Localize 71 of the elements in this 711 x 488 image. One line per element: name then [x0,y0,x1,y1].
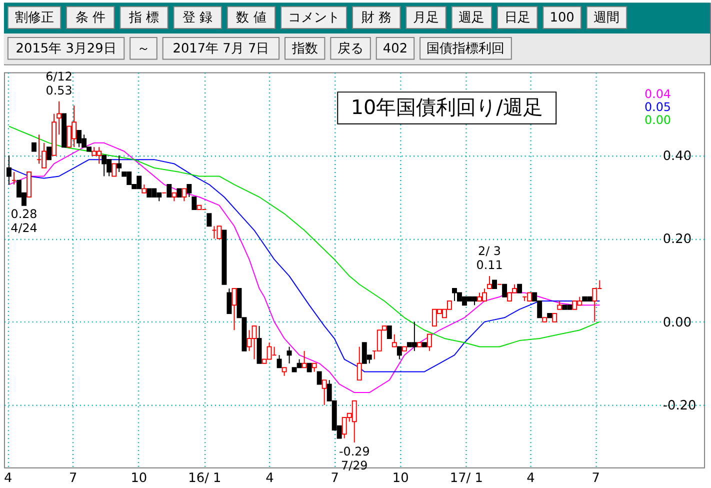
text: 財 務 [361,10,392,26]
y-tick-label: 0.00 [662,315,692,330]
x-tick-label: 10 [392,470,409,486]
x-tick-label: 7 [69,470,78,486]
x-tick-label: 17/ 1 [450,470,483,486]
candlestick [386,325,392,339]
annotation: 6/12 [46,69,72,84]
text: ～ [136,41,150,56]
candlestick [276,354,282,368]
line-series [8,126,600,348]
candlestick [186,184,192,198]
text: 100 [550,10,574,26]
text: 0.00 [644,112,671,127]
y-tick-label: 0.40 [662,148,692,164]
candlestick [502,284,508,298]
annotation: 0.11 [476,258,503,272]
candlestick [487,276,492,290]
text: 2017年 7月 7日 [172,41,270,56]
annotation: 0.53 [46,83,72,98]
text: 0.04 [644,87,671,102]
y-tick-label: 0.20 [662,232,692,248]
annotation: 2/ 3 [478,244,501,258]
x-tick-label: 7 [592,470,600,486]
candlestick [6,154,12,186]
x-tick-label: 4 [526,470,535,486]
candlestick [316,371,322,385]
candlestick [166,184,172,198]
candlestick [46,146,52,160]
candlestick [426,334,432,352]
text: 0.05 [644,100,671,114]
candlestick [206,213,212,227]
candlestick [286,346,292,364]
text: 10年国債利回り/週足 [350,96,543,119]
y-tick-label: -0.20 [662,398,696,414]
text: 割修正 [14,10,54,26]
annotation: 4/24 [10,221,38,236]
text: 条 件 [75,10,106,26]
text: 国債指標利回 [426,41,505,56]
text: 指数 [290,41,318,56]
candlestick [232,288,237,331]
candlestick [592,288,598,322]
candlestick [56,100,62,136]
annotation: 0.28 [10,207,38,222]
candlestick [302,350,307,368]
text: 週間 [594,10,620,26]
x-tick-label: 10 [130,470,148,486]
annotation: -0.29 [338,444,370,458]
annotation: 7/29 [340,458,368,472]
candlestick [112,163,117,177]
candlestick [322,380,327,406]
x-tick-label: 4 [266,470,274,486]
text: 日足 [504,10,530,26]
candlestick [116,154,122,173]
text: 2015年 3月29日 [16,41,116,56]
candlestick [356,346,362,381]
x-tick-label: 16/ 1 [188,470,222,486]
x-tick-label: 4 [4,470,12,486]
text: 月足 [413,10,440,26]
x-tick-label: 7 [330,470,339,486]
candlestick [182,188,187,202]
text: 戻る [338,41,364,56]
candlestick [192,196,197,210]
text: 数 値 [236,10,266,26]
text: 登 録 [182,10,213,26]
text: 402 [382,41,408,56]
text: 週足 [458,10,485,26]
candlestick [396,346,402,360]
text: コメント [288,10,340,26]
text: 指 標 [128,10,160,26]
candlestick [392,334,397,348]
candlestick [226,288,232,314]
